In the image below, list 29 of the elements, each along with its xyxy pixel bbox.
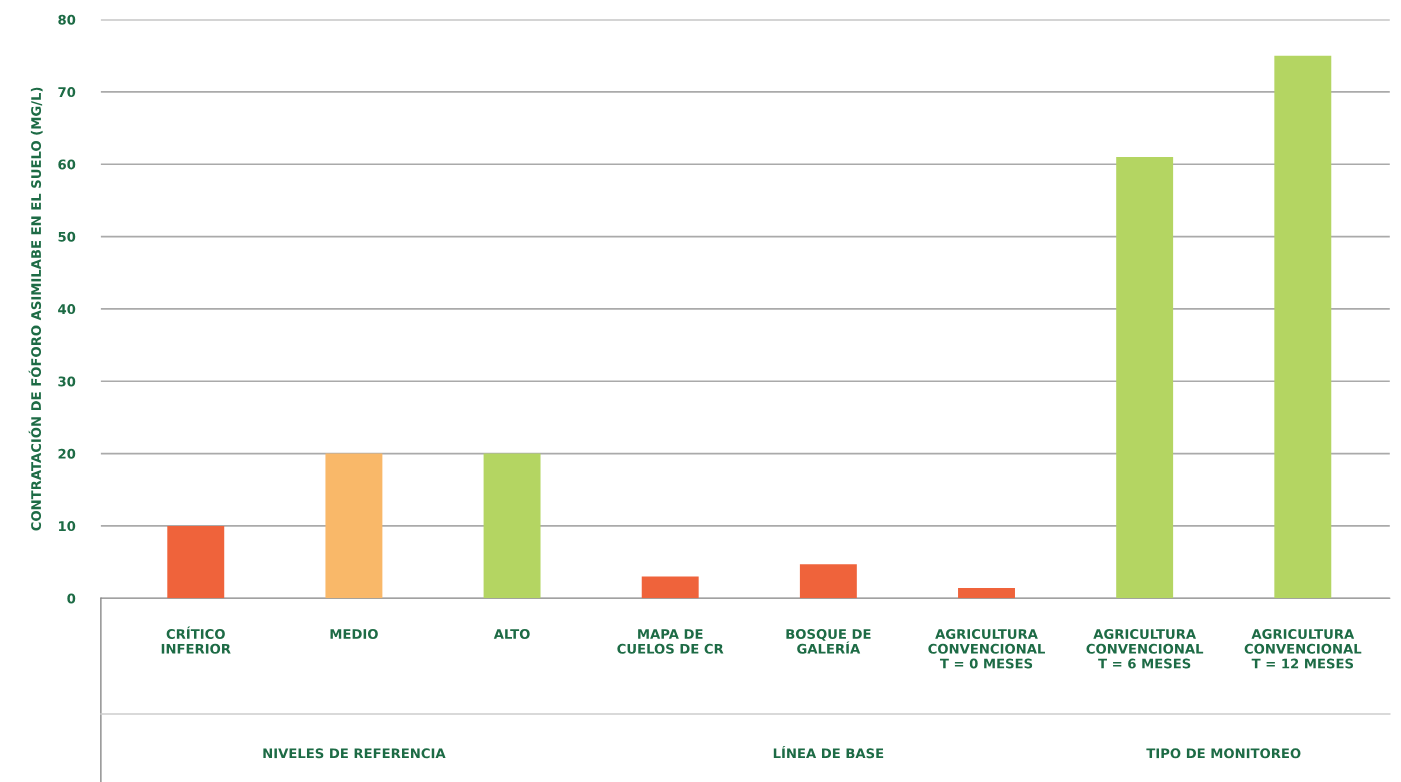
bar [1116,156,1174,599]
text: TIPO DE MONITOREO [1146,748,1301,759]
x-tick-label: ALTO [493,629,530,639]
y-tick-label: 30 [58,376,76,387]
y-tick-label: 60 [58,159,76,170]
bar [325,453,383,599]
y-tick-label: 80 [58,14,76,25]
text: LÍNEA DE BASE [773,745,884,759]
x-tick-label: BOSQUE DE GALERÍA [786,629,871,654]
y-tick-label: 50 [58,231,76,242]
y-axis-title: CONTRATACIÓN DE FÓFORO ASIMILABE EN EL SUELO (MG/L) [28,87,43,531]
bar [958,588,1015,599]
x-tick-label: AGRICULTURA CONVENCIONAL T = 12 MESES [1244,629,1362,669]
y-tick-label: 10 [59,521,76,532]
bar [641,576,699,599]
bar [167,525,225,599]
y-tick-label: 40 [58,304,76,315]
x-tick-label: AGRICULTURA CONVENCIONAL T = 6 MESES [1086,629,1204,669]
x-tick-label: AGRICULTURA CONVENCIONAL T = 0 MESES [928,629,1045,669]
y-tick-label: 70 [58,87,76,98]
bar [799,564,857,599]
y-tick-label: 0 [67,593,76,604]
x-tick-label: CRÍTICO INFERIOR [161,626,231,654]
x-tick-label: MEDIO [330,629,378,639]
bar [483,453,541,599]
x-tick-label: MAPA DE CUELOS DE CR [617,629,724,654]
text: NIVELES DE REFERENCIA [263,748,446,759]
bar [1274,55,1332,599]
y-tick-label: 20 [58,448,76,459]
